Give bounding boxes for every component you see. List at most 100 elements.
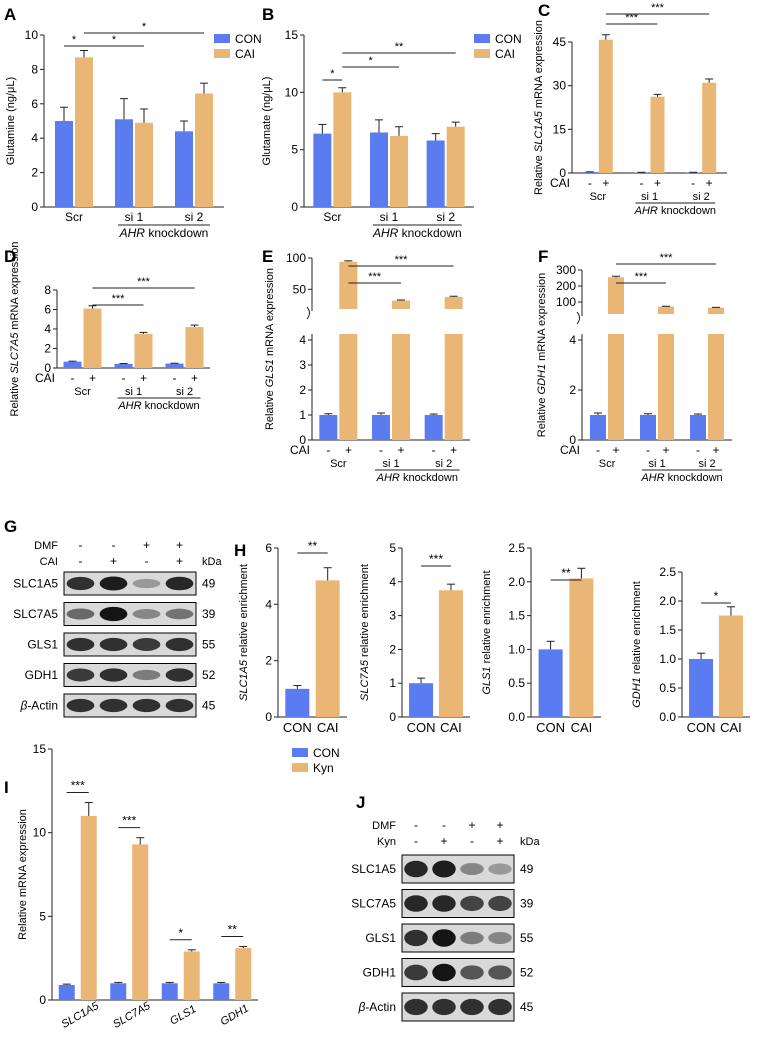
- y-axis-label-H1: SLC1A5 relative enrichment: [238, 564, 250, 701]
- kda-value-G: 49: [202, 577, 216, 591]
- significance-label-H2: ***: [429, 552, 443, 566]
- bar-A-CON-2: [175, 131, 193, 207]
- bar-B-CON-2: [426, 140, 445, 207]
- blot-band-G: [99, 606, 128, 622]
- y-tick-label-I: 15: [33, 742, 47, 756]
- x-tick-label-H2: CAI: [440, 720, 462, 735]
- axis-break-mark-F: [576, 311, 580, 325]
- group-label-B: si 1: [380, 210, 399, 224]
- y-axis-label-B: Glutamate (ng/μL): [261, 77, 273, 166]
- y-tick-label-F: 200: [556, 279, 576, 293]
- y-tick-label-I: 0: [39, 993, 46, 1007]
- bar-D-CON-1: [114, 363, 133, 368]
- significance-label-I: **: [228, 922, 238, 936]
- blot-band-G: [99, 637, 128, 652]
- sign-minus-E: -: [379, 443, 383, 457]
- bar-H4-CAI: [718, 615, 743, 717]
- bar-B-CON-1: [370, 132, 388, 207]
- group-label-D: si 1: [125, 386, 142, 398]
- legend-B-label-1: CAI: [495, 47, 515, 61]
- kda-value-J: 45: [520, 1000, 534, 1014]
- knockdown-label-D: AHR knockdown: [117, 400, 199, 412]
- y-tick-label-E: 2: [299, 383, 306, 397]
- blot-band-G: [165, 698, 194, 713]
- cai-label-E: CAI: [290, 443, 310, 457]
- bar-E-CON-2: [424, 415, 443, 440]
- blot-band-J: [432, 895, 456, 912]
- y-tick-label-D: 2: [44, 342, 51, 356]
- lane-sign-J: +: [496, 818, 503, 832]
- bar-C-CAI-0: [598, 39, 613, 173]
- y-tick-label-E: 4: [299, 333, 306, 347]
- lane-sign-J: +: [440, 834, 447, 848]
- blot-band-J: [404, 860, 428, 878]
- y-tick-label-H3: 0.5: [508, 676, 525, 690]
- treatment-label-J: DMF: [372, 820, 396, 832]
- blot-band-G: [165, 608, 194, 620]
- significance-label-H4: *: [714, 589, 719, 603]
- blot-band-J: [460, 998, 484, 1016]
- legend-I-swatch-0: [292, 748, 308, 757]
- group-label-B: Scr: [323, 210, 341, 224]
- group-label-A: Scr: [65, 210, 83, 224]
- blot-strip-G-1: [63, 602, 197, 626]
- y-tick-label-H1: 0: [265, 710, 272, 724]
- bar-A-CON-0: [55, 121, 73, 207]
- significance-label-I: ***: [122, 814, 136, 828]
- y-tick-label-H4: 2.0: [659, 594, 676, 608]
- blot-band-J: [432, 998, 456, 1016]
- y-tick-label-C: 0: [559, 166, 566, 180]
- bar-F-CAI-2: [708, 307, 724, 440]
- kda-value-G: 55: [202, 638, 216, 652]
- significance-label-E: ***: [395, 254, 409, 266]
- y-tick-label-F: 0: [569, 433, 576, 447]
- significance-label-A: *: [142, 21, 147, 33]
- group-label-E: si 1: [382, 458, 399, 470]
- sign-minus-F: -: [596, 443, 600, 457]
- protein-label-G: GLS1: [27, 638, 58, 652]
- sign-plus-E: +: [345, 443, 352, 457]
- blot-band-G: [165, 637, 194, 652]
- blot-band-G: [132, 638, 161, 651]
- protein-label-J: GDH1: [363, 966, 397, 980]
- y-tick-label-F: 100: [556, 295, 576, 309]
- bar-H2-CAI: [438, 590, 463, 717]
- protein-label-J: SLC1A5: [351, 862, 396, 876]
- bar-I-CON-SLC1A5: [58, 984, 75, 1000]
- y-tick-label-D: 6: [44, 303, 51, 317]
- group-label-A: si 2: [185, 210, 204, 224]
- sign-plus-D: +: [89, 371, 96, 385]
- y-axis-label-H3: GLS1 relative enrichment: [481, 570, 493, 694]
- group-label-D: Scr: [74, 386, 91, 398]
- treatment-label-G: CAI: [40, 556, 58, 568]
- knockdown-label-E: AHR knockdown: [376, 472, 458, 484]
- kda-value-J: 55: [520, 931, 534, 945]
- bar-break-gap-F: [707, 314, 725, 334]
- y-tick-label-B: 0: [291, 200, 298, 214]
- sign-minus-C: -: [588, 176, 592, 190]
- bar-C-CAI-1: [650, 96, 665, 173]
- y-axis-label-H2: SLC7A5 relative enrichment: [359, 564, 371, 701]
- bar-F-CON-0: [590, 415, 606, 440]
- legend-B-swatch-0: [474, 34, 490, 43]
- panel-letter-F: F: [538, 247, 548, 266]
- protein-label-G: SLC7A5: [13, 607, 58, 621]
- axis-break-mark-E: [306, 306, 310, 320]
- bar-D-CAI-0: [83, 308, 102, 368]
- blot-band-J: [432, 929, 456, 947]
- bar-F-CAI-1: [658, 306, 674, 440]
- bar-I-CON-SLC7A5: [110, 983, 127, 1000]
- treatment-label-G: DMF: [34, 540, 58, 552]
- x-tick-label-I: SLC1A5: [60, 1000, 102, 1031]
- bar-D-CON-2: [165, 363, 184, 368]
- lane-sign-J: -: [414, 818, 418, 832]
- blot-band-G: [66, 576, 95, 591]
- bar-E-CAI-0: [339, 261, 358, 440]
- sign-plus-C: +: [706, 176, 713, 190]
- panel-letter-A: A: [4, 5, 16, 24]
- y-tick-label-H3: 0.0: [508, 710, 525, 724]
- y-tick-label-A: 4: [31, 131, 38, 145]
- blot-band-J: [460, 862, 484, 876]
- y-tick-label-B: 10: [285, 85, 299, 99]
- sign-minus-F: -: [696, 443, 700, 457]
